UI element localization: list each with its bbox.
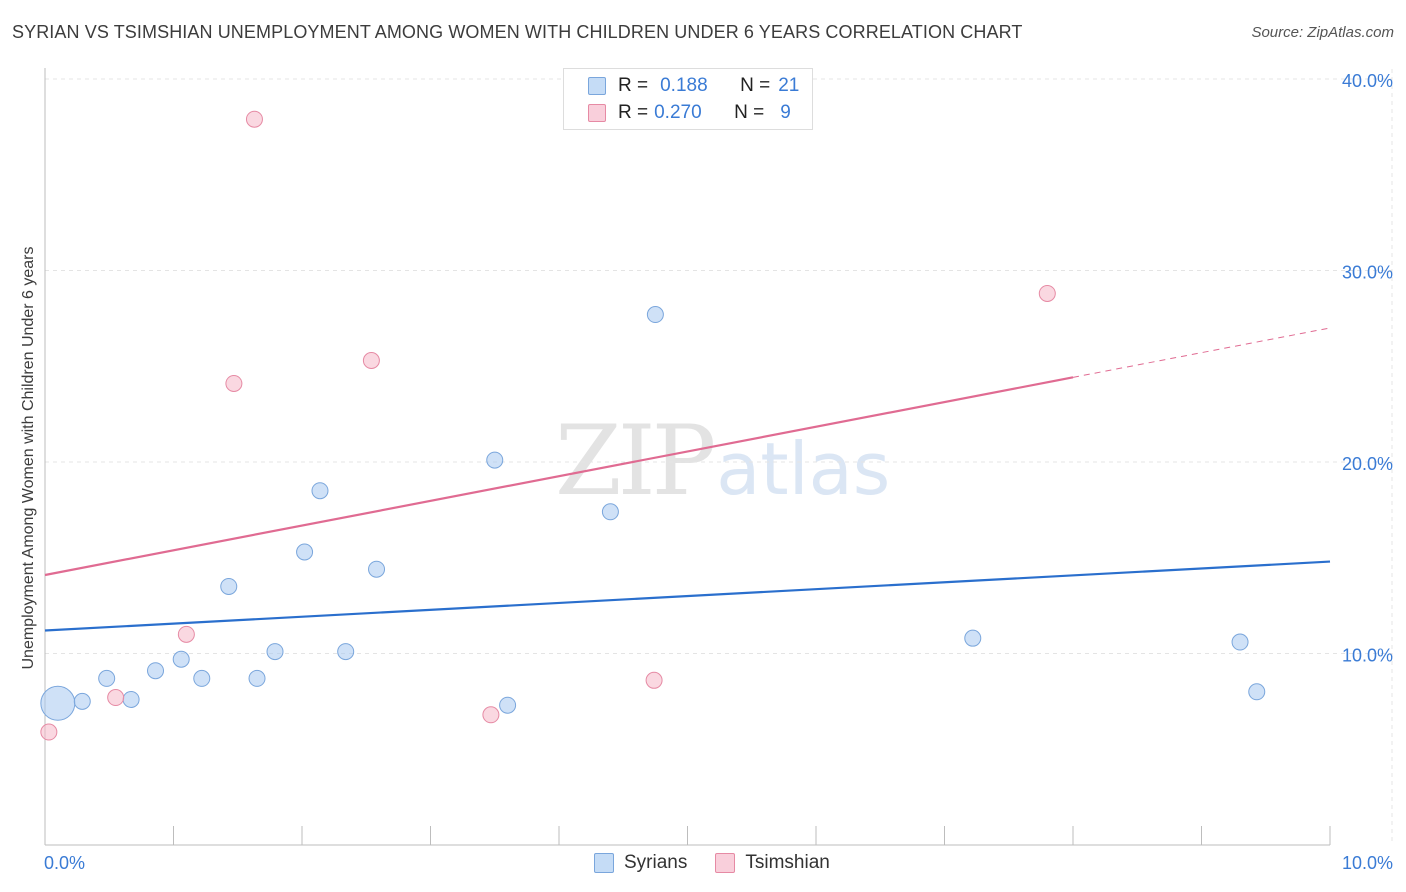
legend-item-syrians: Syrians <box>594 852 687 874</box>
y-axis-label: Unemployment Among Women with Children U… <box>20 245 37 670</box>
syrians-trend-line <box>44 560 1331 632</box>
syrians-point-18 <box>964 629 982 647</box>
syrians-point-20 <box>1248 683 1266 701</box>
syrians-point-15 <box>499 696 517 714</box>
y-tick-label-2: 30.0% <box>1342 263 1393 283</box>
syrians-point-13 <box>368 560 386 578</box>
y-tick-label-3: 40.0% <box>1342 71 1393 91</box>
y-axis-label-container: Unemployment Among Women with Children U… <box>18 195 40 720</box>
syrians-point-9 <box>266 643 284 661</box>
tsimshian-point-0 <box>40 723 58 741</box>
n-label: N = <box>740 75 771 96</box>
legend-label-syrians: Syrians <box>624 852 688 873</box>
syrians-point-2 <box>98 669 116 687</box>
tsimshian-point-5 <box>362 352 380 370</box>
stats-legend: R = 0.188 N = 21 R = 0.270 N = 9 <box>563 68 813 130</box>
syrians-swatch <box>588 77 606 95</box>
tsimshian-swatch <box>588 104 606 122</box>
syrians-point-17 <box>646 306 664 324</box>
syrians-point-10 <box>296 543 314 561</box>
tsimshian-point-2 <box>177 625 195 643</box>
tsimshian-point-4 <box>245 110 263 128</box>
chart-title: SYRIAN VS TSIMSHIAN UNEMPLOYMENT AMONG W… <box>12 22 1023 42</box>
syrians-point-16 <box>601 503 619 521</box>
legend-item-tsimshian: Tsimshian <box>715 852 830 874</box>
syrians-point-14 <box>486 451 504 469</box>
syrians-point-1 <box>73 692 91 710</box>
r-value: 0.270 <box>654 102 702 123</box>
n-value: 21 <box>778 75 800 96</box>
r-value: 0.188 <box>660 75 708 96</box>
x-tick-label-0: 0.0% <box>44 853 85 873</box>
syrians-point-12 <box>337 643 355 661</box>
n-value: 9 <box>780 102 791 123</box>
r-label: R = <box>618 75 649 96</box>
stats-row-tsimshian: R = 0.270 N = 9 <box>588 102 791 124</box>
n-label: N = <box>734 102 765 123</box>
syrians-point-5 <box>172 650 190 668</box>
tsimshian-point-6 <box>482 706 500 724</box>
syrians-point-19 <box>1231 633 1249 651</box>
syrians-legend-swatch <box>594 853 614 873</box>
tsimshian-trend-line-extension <box>1072 327 1331 378</box>
syrians-point-7 <box>220 577 238 595</box>
tsimshian-legend-swatch <box>715 853 736 873</box>
series-legend: Syrians Tsimshian <box>594 852 858 874</box>
syrians-point-8 <box>248 669 266 687</box>
legend-label-tsimshian: Tsimshian <box>745 852 830 873</box>
syrians-point-4 <box>147 662 165 680</box>
syrians-point-11 <box>311 482 329 500</box>
syrians-point-3 <box>122 690 140 708</box>
x-tick-label-1: 10.0% <box>1342 853 1393 873</box>
syrians-point-6 <box>193 669 211 687</box>
source-label: Source: ZipAtlas.com <box>1251 24 1394 41</box>
tsimshian-point-3 <box>225 374 243 392</box>
tsimshian-point-8 <box>1038 284 1056 302</box>
syrians-point-0 <box>40 685 76 721</box>
r-label: R = <box>618 102 649 123</box>
y-tick-label-1: 20.0% <box>1342 454 1393 474</box>
y-tick-label-0: 10.0% <box>1342 646 1393 666</box>
tsimshian-point-7 <box>645 671 663 689</box>
stats-row-syrians: R = 0.188 N = 21 <box>588 75 799 97</box>
tsimshian-point-1 <box>107 689 125 707</box>
tsimshian-trend-line <box>44 376 1074 577</box>
